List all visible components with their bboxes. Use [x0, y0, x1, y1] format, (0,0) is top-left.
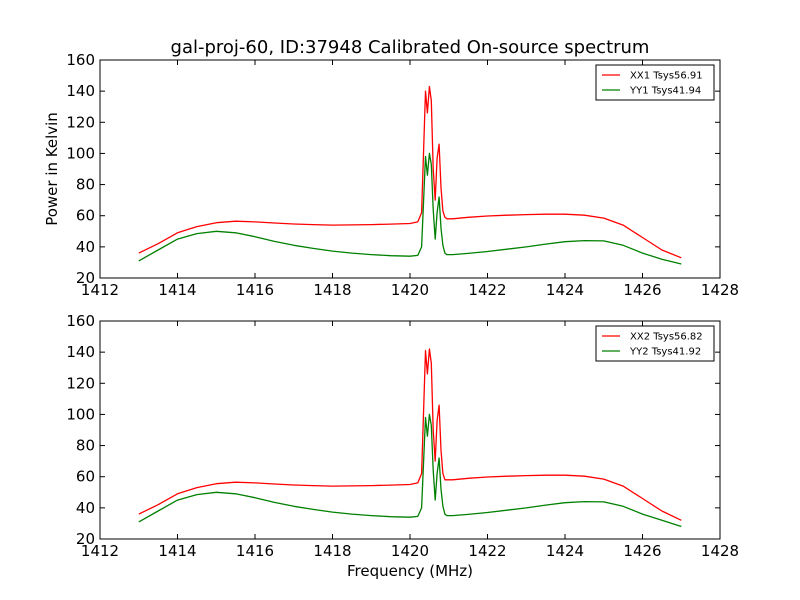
series-line-1-1	[138, 85, 682, 259]
x-tick-label: 1420	[391, 542, 429, 560]
y-tick-label: 40	[76, 238, 95, 256]
series-line-2-1	[138, 348, 682, 521]
y-tick-label: 20	[76, 530, 95, 548]
y-axis-title-top: Power in Kelvin	[43, 112, 61, 226]
y-tick-label: 160	[66, 51, 95, 69]
x-tick-label: 1412	[81, 281, 119, 299]
legend-label: YY2 Tsys41.92	[629, 347, 701, 358]
chart-title: gal-proj-60, ID:37948 Calibrated On-sour…	[171, 37, 650, 58]
x-tick-label: 1426	[623, 542, 661, 560]
x-tick-label: 1414	[158, 542, 196, 560]
x-axis-title-bottom: Frequency (MHz)	[347, 562, 473, 580]
y-tick-label: 120	[66, 374, 95, 392]
x-tick-label: 1428	[701, 281, 739, 299]
x-tick-label: 1424	[546, 542, 584, 560]
subplot-top: 1412 1414 1416 1418 1420 1422 1424 1426 1428 20 40…	[66, 51, 739, 299]
legend-box	[595, 64, 715, 101]
x-tick-label: 1416	[236, 542, 274, 560]
y-tick-label: 40	[76, 499, 95, 517]
x-tick-label: 1422	[468, 281, 506, 299]
x-tick-label: 1418	[313, 542, 351, 560]
x-tick-label: 1426	[623, 281, 661, 299]
x-tick-label: 1416	[236, 281, 274, 299]
x-tick-label: 1412	[81, 542, 119, 560]
x-tick-label: 1418	[313, 281, 351, 299]
x-tick-label: 1428	[701, 542, 739, 560]
x-tick-label: 1414	[158, 281, 196, 299]
y-tick-label: 60	[76, 207, 95, 225]
legend-label: YY1 Tsys41.94	[629, 86, 701, 97]
series-line-2-2	[138, 413, 682, 528]
legend-label: XX2 Tsys56.82	[630, 332, 703, 343]
subplot-bottom: 1412 1414 1416 1418 1420 1422 1424 1426 1428 20 40…	[66, 312, 739, 560]
x-tick-label: 1422	[468, 542, 506, 560]
y-tick-label: 100	[66, 405, 95, 423]
y-tick-label: 160	[66, 312, 95, 330]
legend-box	[595, 325, 715, 362]
x-tick-label: 1420	[391, 281, 429, 299]
y-tick-label: 140	[66, 82, 95, 100]
y-tick-label: 60	[76, 468, 95, 486]
y-tick-label: 80	[76, 176, 95, 194]
y-tick-label: 20	[76, 269, 95, 287]
y-tick-label: 120	[66, 113, 95, 131]
y-tick-label: 140	[66, 343, 95, 361]
legend-label: XX1 Tsys56.91	[630, 71, 703, 82]
y-tick-label: 100	[66, 144, 95, 162]
y-tick-label: 80	[76, 437, 95, 455]
series-line-1-2	[138, 152, 682, 265]
x-tick-label: 1424	[546, 281, 584, 299]
